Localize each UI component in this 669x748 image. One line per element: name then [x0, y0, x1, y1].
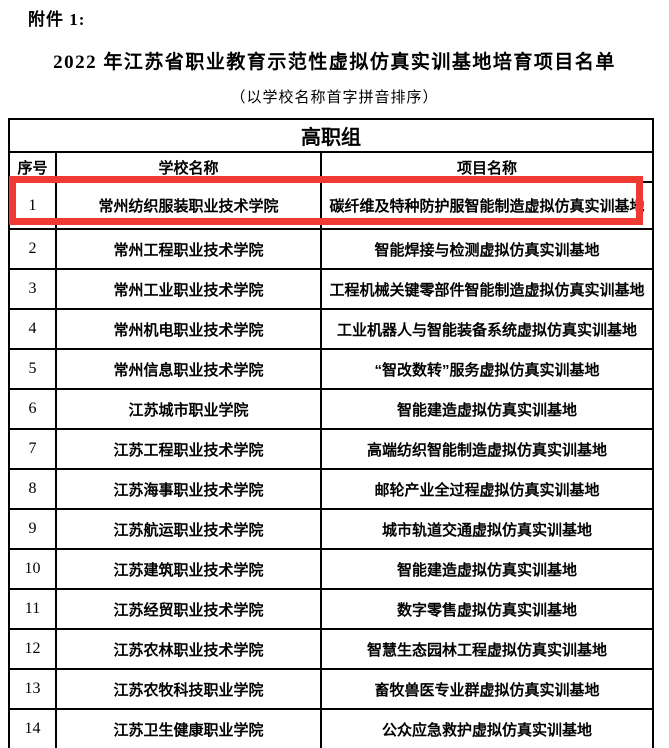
table-row: 7 江苏工程职业技术学院 高端纺织智能制造虚拟仿真实训基地 [8, 428, 654, 470]
row-number: 6 [8, 388, 57, 430]
table-row: 1 常州纺织服装职业技术学院 碳纤维及特种防护服智能制造虚拟仿真实训基地 [8, 181, 654, 230]
row-number: 14 [8, 708, 57, 748]
table-row: 2 常州工程职业技术学院 智能焊接与检测虚拟仿真实训基地 [8, 228, 654, 270]
table-row: 14 江苏卫生健康职业学院 公众应急救护虚拟仿真实训基地 [8, 708, 654, 748]
project-name: 数字零售虚拟仿真实训基地 [320, 588, 654, 630]
school-name: 江苏城市职业学院 [55, 388, 322, 430]
project-name: 智能焊接与检测虚拟仿真实训基地 [320, 228, 654, 270]
page-title: 2022 年江苏省职业教育示范性虚拟仿真实训基地培育项目名单 [53, 52, 616, 73]
column-header-no: 序号 [8, 151, 57, 183]
row-number: 7 [8, 428, 57, 470]
project-name: 邮轮产业全过程虚拟仿真实训基地 [320, 468, 654, 510]
row-number: 9 [8, 508, 57, 550]
project-name: “智改数转”服务虚拟仿真实训基地 [320, 348, 654, 390]
row-number: 3 [8, 268, 57, 310]
table-row: 12 江苏农林职业技术学院 智慧生态园林工程虚拟仿真实训基地 [8, 628, 654, 670]
table-row: 13 江苏农牧科技职业学院 畜牧兽医专业群虚拟仿真实训基地 [8, 668, 654, 710]
table-row: 6 江苏城市职业学院 智能建造虚拟仿真实训基地 [8, 388, 654, 430]
column-header-school: 学校名称 [55, 151, 322, 183]
project-name: 智能建造虚拟仿真实训基地 [320, 388, 654, 430]
row-number: 13 [8, 668, 57, 710]
school-name: 江苏海事职业技术学院 [55, 468, 322, 510]
row-number: 5 [8, 348, 57, 390]
school-name: 江苏工程职业技术学院 [55, 428, 322, 470]
project-name: 工业机器人与智能装备系统虚拟仿真实训基地 [320, 308, 654, 350]
project-name: 畜牧兽医专业群虚拟仿真实训基地 [320, 668, 654, 710]
project-name: 高端纺织智能制造虚拟仿真实训基地 [320, 428, 654, 470]
school-name: 常州工业职业技术学院 [55, 268, 322, 310]
row-number: 10 [8, 548, 57, 590]
row-number: 12 [8, 628, 57, 670]
school-name: 常州纺织服装职业技术学院 [55, 181, 322, 230]
table-row: 10 江苏建筑职业技术学院 智能建造虚拟仿真实训基地 [8, 548, 654, 590]
school-name: 江苏建筑职业技术学院 [55, 548, 322, 590]
school-name: 常州信息职业技术学院 [55, 348, 322, 390]
project-table: 高职组 序号 学校名称 项目名称 1 常州纺织服装职业技术学院 碳纤维及特种防护服智… [8, 118, 654, 748]
project-name: 公众应急救护虚拟仿真实训基地 [320, 708, 654, 748]
project-name: 智能建造虚拟仿真实训基地 [320, 548, 654, 590]
table-group-header-row: 高职组 [8, 118, 654, 153]
column-header-project: 项目名称 [320, 151, 654, 183]
page-subtitle: （以学校名称首字拼音排序） [230, 90, 439, 106]
project-name: 城市轨道交通虚拟仿真实训基地 [320, 508, 654, 550]
table-row: 5 常州信息职业技术学院 “智改数转”服务虚拟仿真实训基地 [8, 348, 654, 390]
table-row: 9 江苏航运职业技术学院 城市轨道交通虚拟仿真实训基地 [8, 508, 654, 550]
table-group-header: 高职组 [8, 118, 654, 153]
table-row: 11 江苏经贸职业技术学院 数字零售虚拟仿真实训基地 [8, 588, 654, 630]
table-row: 8 江苏海事职业技术学院 邮轮产业全过程虚拟仿真实训基地 [8, 468, 654, 510]
school-name: 江苏航运职业技术学院 [55, 508, 322, 550]
attachment-label: 附件 1: [28, 10, 86, 29]
table-row: 3 常州工业职业技术学院 工程机械关键零部件智能制造虚拟仿真实训基地 [8, 268, 654, 310]
project-name: 碳纤维及特种防护服智能制造虚拟仿真实训基地 [320, 181, 654, 230]
table-row: 4 常州机电职业技术学院 工业机器人与智能装备系统虚拟仿真实训基地 [8, 308, 654, 350]
project-name: 智慧生态园林工程虚拟仿真实训基地 [320, 628, 654, 670]
school-name: 江苏经贸职业技术学院 [55, 588, 322, 630]
school-name: 常州工程职业技术学院 [55, 228, 322, 270]
row-number: 1 [8, 181, 57, 230]
row-number: 8 [8, 468, 57, 510]
school-name: 常州机电职业技术学院 [55, 308, 322, 350]
project-name: 工程机械关键零部件智能制造虚拟仿真实训基地 [320, 268, 654, 310]
table-body: 1 常州纺织服装职业技术学院 碳纤维及特种防护服智能制造虚拟仿真实训基地 2 常州工程职… [8, 181, 654, 748]
row-number: 4 [8, 308, 57, 350]
school-name: 江苏农牧科技职业学院 [55, 668, 322, 710]
table-column-header-row: 序号 学校名称 项目名称 [8, 151, 654, 183]
row-number: 11 [8, 588, 57, 630]
school-name: 江苏农林职业技术学院 [55, 628, 322, 670]
row-number: 2 [8, 228, 57, 270]
school-name: 江苏卫生健康职业学院 [55, 708, 322, 748]
